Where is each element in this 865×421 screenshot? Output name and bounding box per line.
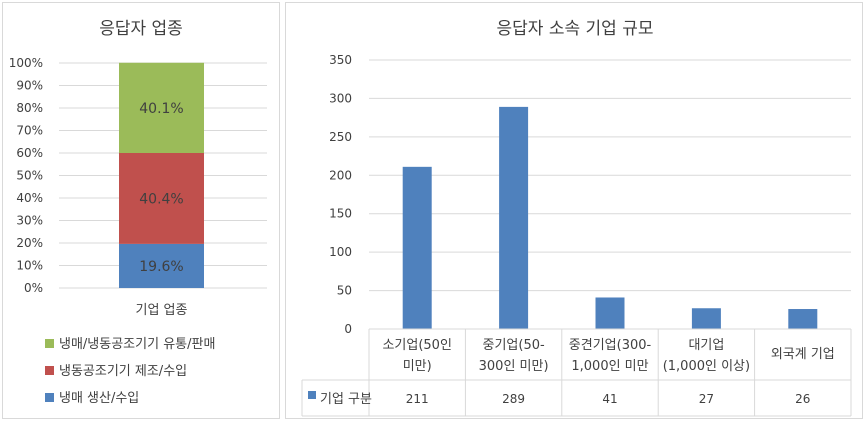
stacked-bar-segment xyxy=(119,153,204,244)
legend-swatch xyxy=(45,393,54,402)
y-tick-label: 300 xyxy=(329,91,352,105)
x-category-label: (1,000인 이상) xyxy=(663,359,750,374)
bar xyxy=(691,308,721,329)
legend-label: 기업 구분 xyxy=(320,392,372,407)
y-tick-label: 350 xyxy=(329,53,352,67)
bar xyxy=(499,106,529,329)
chart-title: 응답자 업종 xyxy=(99,19,183,39)
industry-stacked-bar-chart: 응답자 업종 0% 10% 20% 30% 40% 50% 60% 70% 80% 90% 100% 1… xyxy=(9,19,267,406)
bar xyxy=(788,309,818,329)
y-tick-label: 90% xyxy=(16,79,43,93)
y-tick-label: 40% xyxy=(16,191,43,205)
legend-label: 냉매/냉동공조기기 유통/판매 xyxy=(59,337,215,352)
x-category-label: 기업 업종 xyxy=(136,303,188,318)
segment-data-label: 40.4% xyxy=(139,191,183,207)
company-size-chart-panel: 응답자 소속 기업 규모 0 50 100 150 200 250 300 350 소기업(50인… xyxy=(285,2,863,419)
y-tick-label: 0 xyxy=(344,322,352,336)
table-value-cell: 41 xyxy=(602,392,617,406)
x-category-label: 미만) xyxy=(403,359,432,374)
segment-data-label: 40.1% xyxy=(139,101,183,117)
stacked-bar-segment xyxy=(119,243,204,288)
y-tick-label: 80% xyxy=(16,101,43,115)
legend-swatch xyxy=(45,339,54,348)
y-tick-label: 30% xyxy=(16,214,43,228)
stacked-bar-segment xyxy=(119,62,204,153)
y-tick-label: 10% xyxy=(16,259,43,273)
y-tick-label: 20% xyxy=(16,236,43,250)
x-category-label: 대기업 xyxy=(688,338,724,353)
segment-data-label: 19.6% xyxy=(139,259,183,275)
legend-label: 냉동공조기기 제조/수입 xyxy=(59,364,187,379)
y-tick-label: 50% xyxy=(16,169,43,183)
company-size-bar-chart: 응답자 소속 기업 규모 0 50 100 150 200 250 300 350 소기업(50인… xyxy=(301,19,852,417)
legend-swatch xyxy=(45,366,54,375)
chart-title: 응답자 소속 기업 규모 xyxy=(497,19,654,39)
x-category-label: 소기업(50인 xyxy=(382,338,451,353)
y-tick-label: 70% xyxy=(16,124,43,138)
y-tick-label: 0% xyxy=(24,281,43,295)
bar xyxy=(402,166,432,329)
table-value-cell: 27 xyxy=(699,392,714,406)
y-tick-label: 150 xyxy=(329,207,352,221)
table-value-cell: 289 xyxy=(502,392,525,406)
x-category-label: 중기업(50- xyxy=(483,338,545,353)
industry-chart-panel: 응답자 업종 0% 10% 20% 30% 40% 50% 60% 70% 80% 90% 100% 1… xyxy=(2,2,280,419)
x-category-label: 1,000인 미만 xyxy=(571,359,648,374)
y-tick-label: 50 xyxy=(337,284,352,298)
bar xyxy=(595,297,625,329)
x-category-label: 300인 미만) xyxy=(479,359,549,374)
y-tick-label: 100 xyxy=(329,245,352,259)
legend-label: 냉매 생산/수입 xyxy=(59,391,139,406)
x-category-label: 외국계 기업 xyxy=(771,347,835,362)
y-tick-label: 60% xyxy=(16,146,43,160)
y-tick-label: 250 xyxy=(329,130,352,144)
legend-swatch xyxy=(308,391,316,399)
y-tick-label: 200 xyxy=(329,168,352,182)
y-tick-label: 100% xyxy=(9,56,43,70)
table-value-cell: 26 xyxy=(795,392,810,406)
x-category-label: 중견기업(300- xyxy=(569,338,652,353)
table-value-cell: 211 xyxy=(406,392,429,406)
